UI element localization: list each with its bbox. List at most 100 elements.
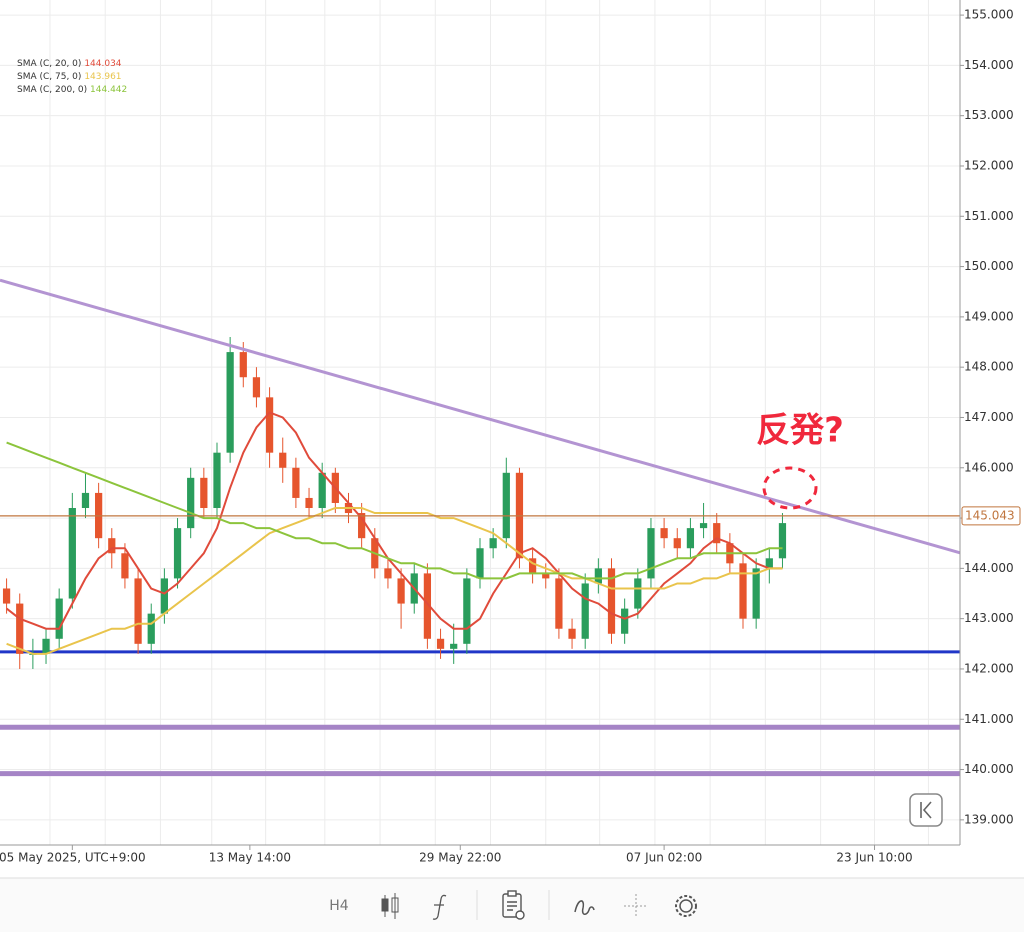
candle-body: [213, 452, 221, 509]
candle-body: [778, 523, 787, 559]
scroll-button[interactable]: [909, 793, 943, 827]
y-tick-label: 152.000: [964, 158, 1014, 172]
y-tick-label: 144.000: [964, 561, 1014, 575]
candle-body: [305, 497, 313, 509]
candle-body: [108, 538, 116, 554]
candle-body: [55, 598, 63, 639]
legend-value: 144.442: [90, 85, 127, 95]
candle-body: [397, 578, 405, 604]
y-tick-label: 154.000: [964, 58, 1014, 72]
toolbar: H4: [0, 877, 1024, 932]
scroll-icon: [920, 801, 932, 819]
candle-body: [173, 528, 182, 579]
settings-icon[interactable]: [675, 895, 697, 917]
candle-body: [660, 528, 668, 539]
candle-body: [673, 538, 681, 549]
y-tick-label: 142.000: [964, 661, 1014, 675]
candle-body: [647, 528, 655, 579]
axes: 139.000 140.000 141.000 142.000 143.000 144.0…: [0, 8, 1021, 865]
x-tick-label: 13 May 14:00: [209, 851, 291, 865]
function-icon[interactable]: [432, 894, 447, 920]
annotation-circle: [762, 466, 818, 510]
annotation: 反発?: [756, 411, 844, 451]
current-price-box: [961, 506, 1021, 526]
candle-body: [555, 578, 563, 629]
x-tick-label: 05 May 2025, UTC+9:00: [0, 851, 146, 865]
candle-body: [528, 558, 537, 574]
candle-body: [621, 608, 629, 634]
legend-value: 144.034: [84, 59, 121, 69]
y-tick-label: 147.000: [964, 410, 1014, 424]
candle-body: [2, 588, 11, 604]
candle-body: [476, 548, 484, 579]
legend-entry: SMA (C, 20, 0) 144.034: [17, 59, 122, 69]
y-tick-label: 148.000: [964, 360, 1014, 374]
legend-name: SMA (C, 75, 0): [17, 72, 81, 82]
candle-body: [16, 603, 24, 654]
candle-body: [42, 638, 50, 654]
candle-body: [252, 377, 261, 398]
y-tick-label: 140.000: [964, 762, 1014, 776]
crosshair-icon[interactable]: [624, 894, 648, 918]
toolbar-bg: [0, 878, 1024, 932]
candle-body: [568, 628, 576, 639]
y-tick-label: 155.000: [964, 8, 1014, 22]
candle-body: [739, 563, 747, 619]
candle-body: [581, 583, 589, 639]
y-tick-label: 150.000: [964, 259, 1014, 273]
candle-body: [147, 613, 155, 644]
candle-body: [463, 578, 471, 644]
scroll-button-frame: [909, 793, 943, 827]
candle-body: [752, 568, 760, 619]
current-price-label: 145.043: [965, 508, 1015, 522]
candle-body: [265, 397, 274, 453]
candle-icon[interactable]: [381, 893, 399, 919]
sma-line: [6, 507, 783, 655]
y-tick-label: 149.000: [964, 309, 1014, 323]
candle-body: [542, 573, 550, 579]
candle-body: [607, 568, 616, 634]
report-icon[interactable]: [502, 890, 525, 920]
candle-body: [423, 573, 432, 639]
candle-body: [292, 467, 300, 498]
candle-body: [318, 472, 326, 509]
x-tick-label: 23 Jun 10:00: [836, 851, 912, 865]
candle-body: [436, 638, 445, 649]
candle-body: [121, 553, 129, 579]
y-tick-label: 151.000: [964, 209, 1014, 223]
draw-icon[interactable]: [574, 900, 595, 915]
candle-body: [200, 477, 208, 509]
y-tick-label: 143.000: [964, 611, 1014, 625]
y-tick-label: 139.000: [964, 812, 1014, 826]
legend-value: 143.961: [84, 72, 121, 82]
y-tick-label: 141.000: [964, 712, 1014, 726]
candle-body: [358, 513, 366, 539]
candle-body: [594, 568, 602, 584]
candle-body: [634, 578, 642, 609]
candle-body: [384, 568, 392, 579]
candle-body: [699, 523, 708, 529]
candle-body: [450, 643, 458, 649]
y-tick-label: 153.000: [964, 108, 1014, 122]
candle-body: [68, 508, 76, 599]
candle-body: [489, 538, 497, 549]
plot: [0, 278, 961, 777]
legend-name: SMA (C, 20, 0): [17, 59, 81, 69]
candle-body: [226, 352, 234, 453]
candle-body: [160, 578, 168, 614]
legend-entry: SMA (C, 75, 0) 143.961: [17, 72, 122, 82]
candle-body: [765, 558, 773, 569]
x-tick-label: 07 Jun 02:00: [626, 851, 702, 865]
candle-body: [502, 472, 510, 539]
candle-body: [713, 523, 721, 544]
candle-body: [134, 578, 142, 644]
candle-body: [279, 452, 287, 468]
candle-body: [239, 352, 247, 378]
x-tick-label: 29 May 22:00: [419, 851, 501, 865]
legend-entry: SMA (C, 200, 0) 144.442: [17, 85, 127, 95]
sma-line: [5, 411, 783, 630]
timeframe-button[interactable]: H4: [329, 898, 349, 914]
grid: [0, 0, 960, 845]
